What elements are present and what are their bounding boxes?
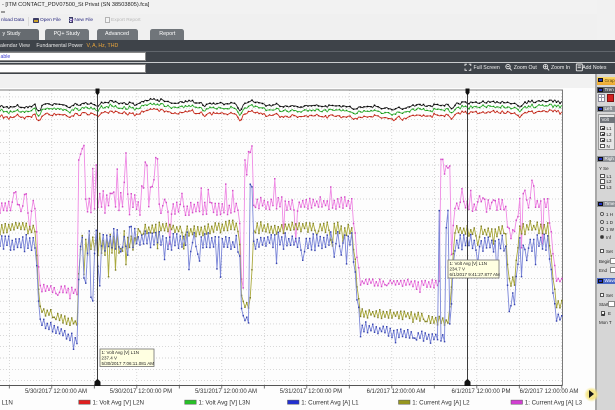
svg-text:1: Volt Avg [V] L2N: 1: Volt Avg [V] L2N bbox=[93, 400, 144, 407]
svg-text:5/30/2017 7:06:11.081 AM: 5/30/2017 7:06:11.081 AM bbox=[102, 361, 155, 366]
svg-text:5/31/2017 12:00:00 PM: 5/31/2017 12:00:00 PM bbox=[280, 389, 342, 395]
svg-text:6/1/2017 9:41:27.877 AM: 6/1/2017 9:41:27.877 AM bbox=[450, 272, 501, 277]
svg-text:1: Current Avg [A] L1: 1: Current Avg [A] L1 bbox=[301, 400, 359, 407]
svg-text:234.7 V: 234.7 V bbox=[450, 267, 466, 272]
svg-text:6/1/2017 12:00:00 AM: 6/1/2017 12:00:00 AM bbox=[367, 389, 426, 395]
svg-text:5/30/2017 12:00:00 AM: 5/30/2017 12:00:00 AM bbox=[25, 389, 87, 395]
svg-text:237.4 V: 237.4 V bbox=[102, 356, 118, 361]
svg-text:] L1N: ] L1N bbox=[0, 400, 13, 407]
svg-text:6/2/2017 12:00:00 AM: 6/2/2017 12:00:00 AM bbox=[520, 389, 579, 395]
svg-text:5/31/2017 12:00:00 AM: 5/31/2017 12:00:00 AM bbox=[195, 389, 257, 395]
svg-text:5/30/2017 12:00:00 PM: 5/30/2017 12:00:00 PM bbox=[110, 389, 172, 395]
svg-text:6/1/2017 12:00:00 PM: 6/1/2017 12:00:00 PM bbox=[451, 389, 510, 395]
svg-text:1: Volt Avg [V] L1N: 1: Volt Avg [V] L1N bbox=[102, 350, 139, 355]
svg-text:1: Current Avg [A] L3: 1: Current Avg [A] L3 bbox=[525, 400, 583, 407]
svg-text:1: Current Avg [A] L2: 1: Current Avg [A] L2 bbox=[412, 400, 470, 407]
svg-text:1: Volt Avg [V] L1N: 1: Volt Avg [V] L1N bbox=[450, 261, 487, 266]
svg-text:1: Volt Avg [V] L3N: 1: Volt Avg [V] L3N bbox=[199, 400, 250, 407]
